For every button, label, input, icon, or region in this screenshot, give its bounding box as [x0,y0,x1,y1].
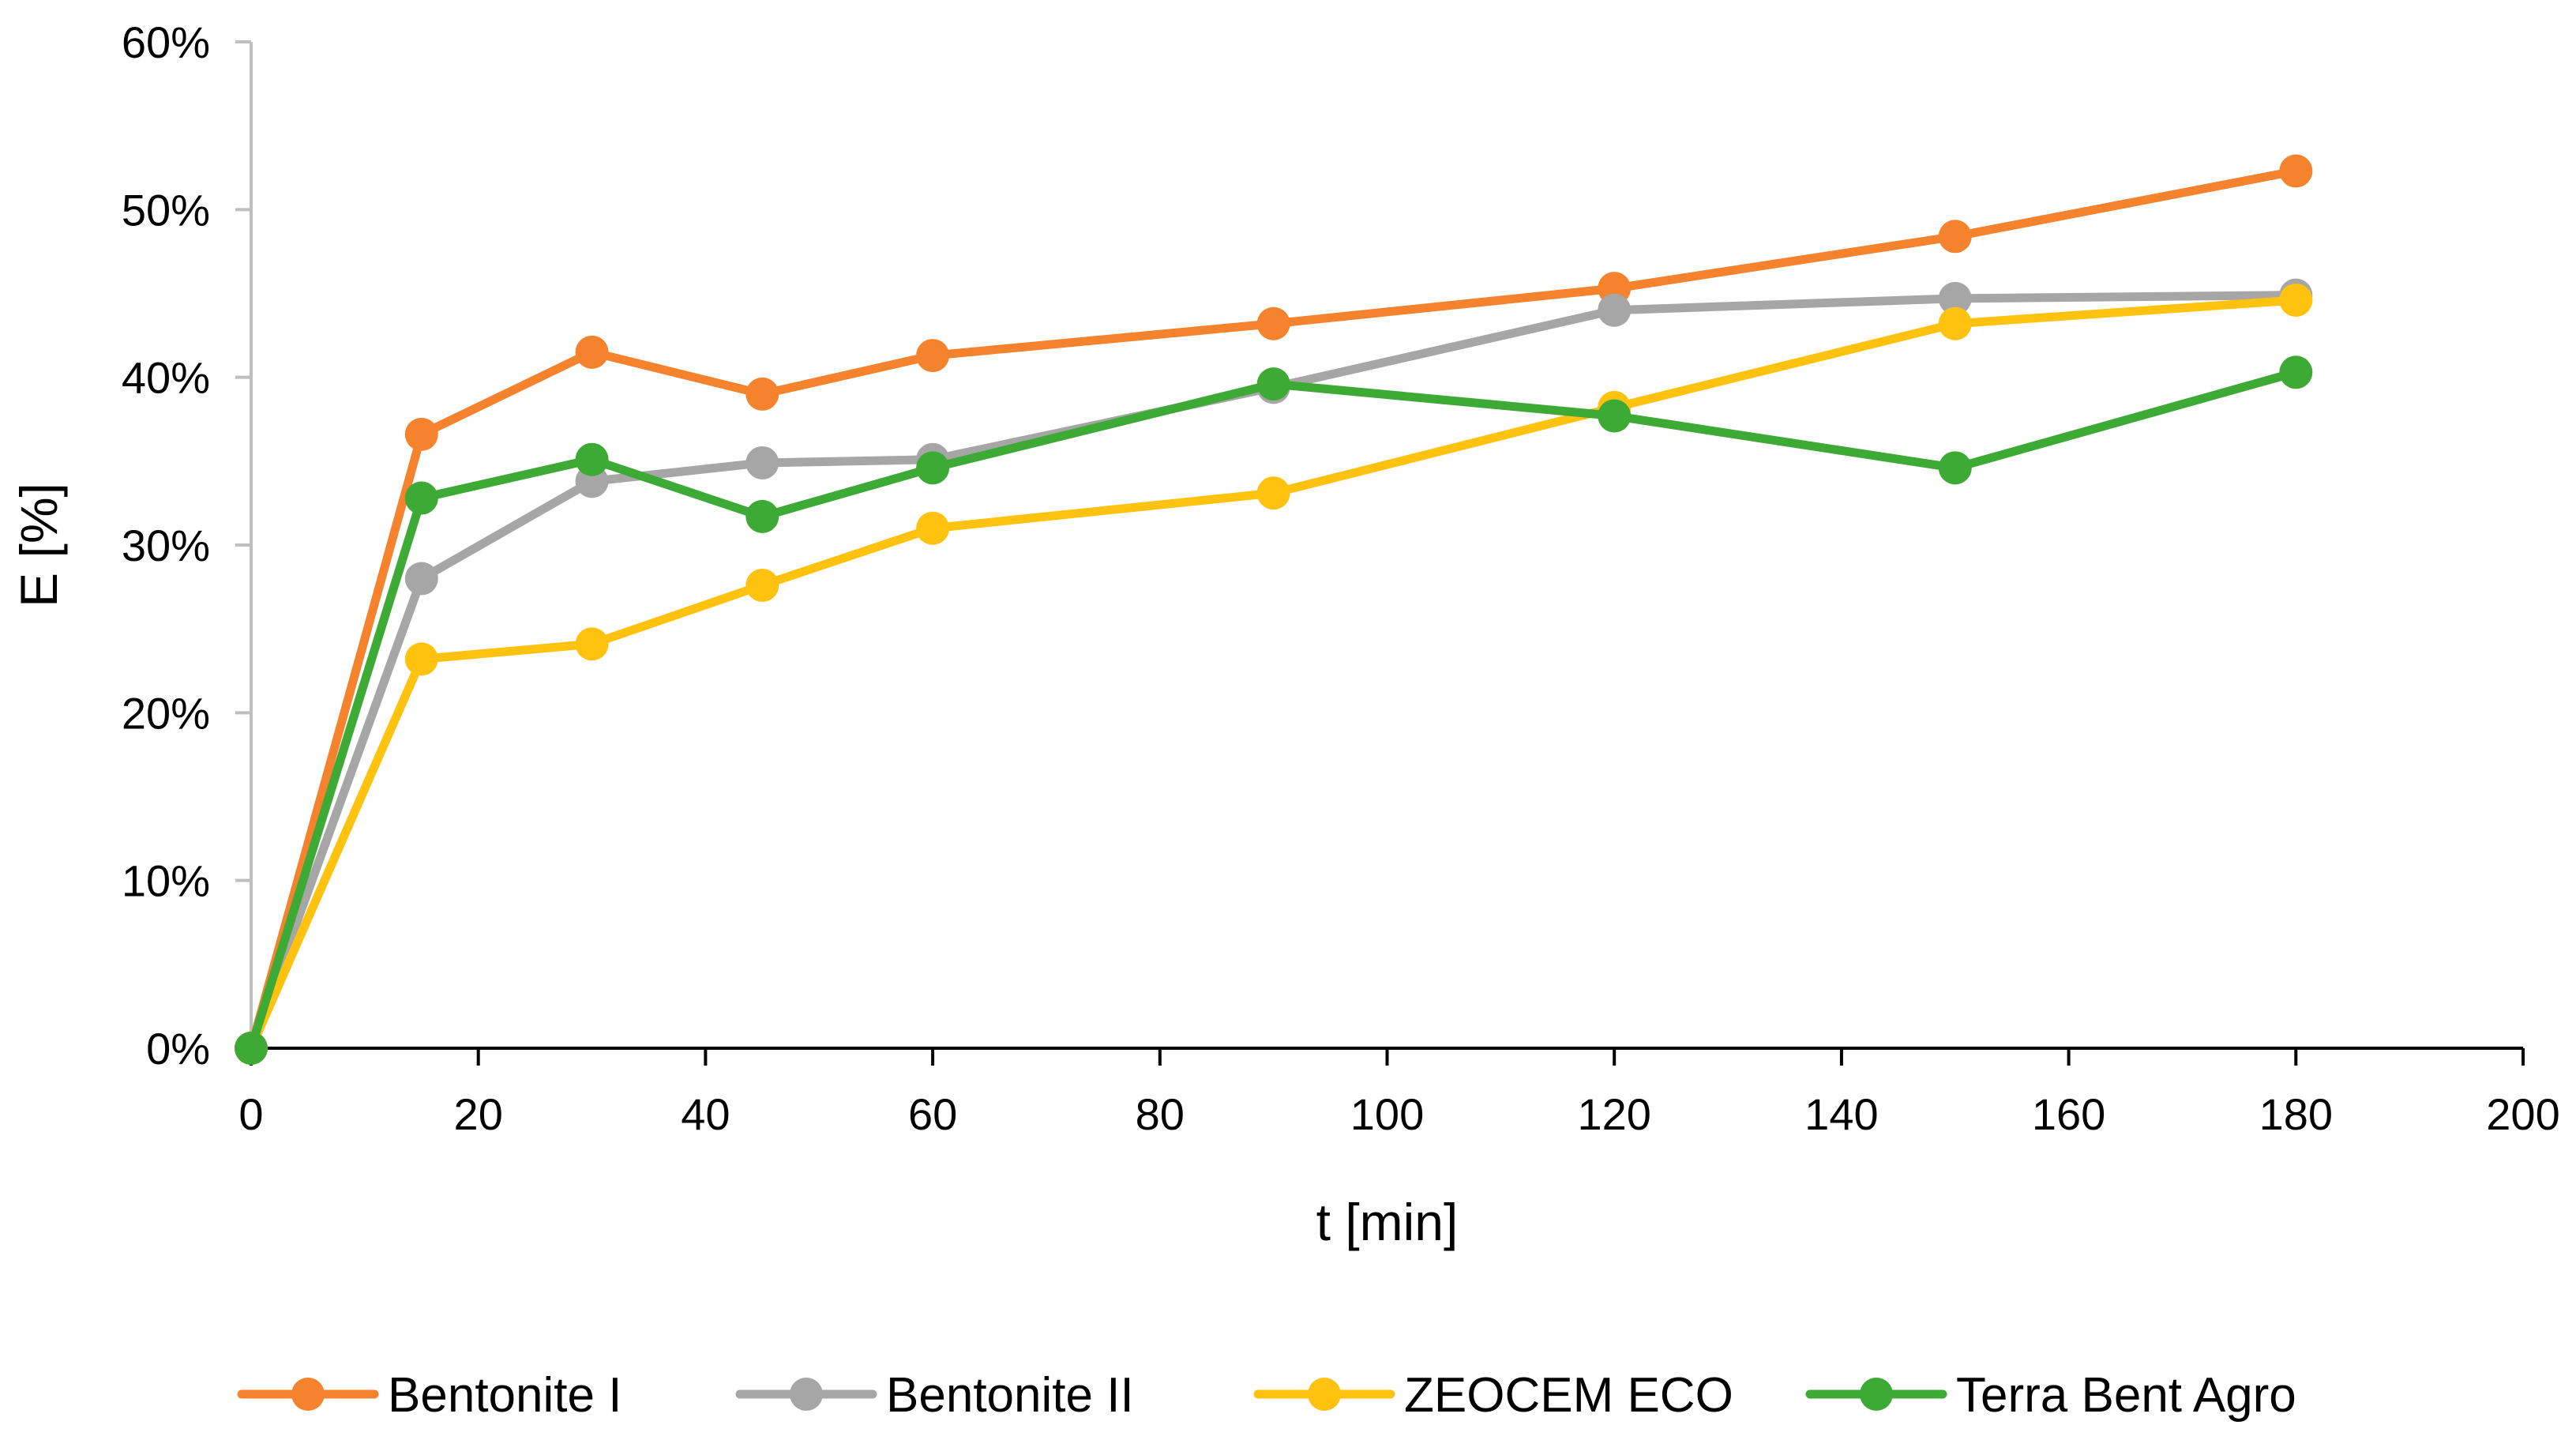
data-point [745,499,779,533]
legend-item: ZEOCEM ECO [1253,1368,1733,1423]
data-point [1938,281,1972,315]
data-point [404,562,438,596]
x-tick-label: 0 [238,1089,263,1139]
x-tick-label: 120 [1577,1089,1650,1139]
data-point [2279,154,2313,188]
data-point [1938,220,1972,254]
legend-swatch-marker [1860,1378,1893,1411]
x-tick-label: 40 [681,1089,730,1139]
series-line [246,295,2300,1053]
series-line [246,367,2300,1053]
y-tick-label: 50% [122,185,210,235]
y-tick-label: 30% [122,521,210,570]
data-point [575,335,609,369]
data-point [2279,355,2313,389]
legend-item: Bentonite I [237,1368,621,1423]
legend-label: ZEOCEM ECO [1404,1368,1733,1423]
data-point [404,642,438,676]
x-tick-label: 60 [908,1089,957,1139]
data-point [916,339,950,373]
y-tick-label: 20% [122,688,210,738]
x-tick-label: 160 [2032,1089,2105,1139]
y-tick-label: 0% [146,1024,210,1073]
data-point [2279,283,2313,317]
x-tick-label: 180 [2259,1089,2333,1139]
x-tick-label: 80 [1136,1089,1185,1139]
data-point [1598,399,1632,433]
legend-label: Terra Bent Agro [1956,1368,2296,1423]
data-point [575,442,609,476]
data-point [745,377,779,411]
x-tick-label: 140 [1804,1089,1878,1139]
legend-swatch-marker [291,1378,325,1411]
data-point [745,568,779,602]
data-point [404,481,438,515]
data-point [575,627,609,661]
series-layer [235,154,2313,1065]
y-tick-label: 60% [122,17,210,67]
legend-label: Bentonite II [886,1368,1134,1423]
data-point [1256,476,1290,510]
data-point [1938,306,1972,340]
data-point [1256,367,1290,401]
legend-item: Bentonite II [735,1368,1134,1423]
data-point [1598,293,1632,327]
x-axis-title: t [min] [1316,1193,1459,1251]
legend-swatch-marker [790,1378,823,1411]
data-point [1938,451,1972,485]
y-tick-label: 10% [122,856,210,906]
series-line [246,291,2300,1053]
series-line [246,166,2300,1053]
data-point [404,417,438,451]
data-point [916,451,950,485]
y-axis-title: E [%] [9,483,68,607]
tick-labels: 0% 10% 20% 30% 40% 50% 60% 0 20 40 60 80 100 120 140 16… [122,17,2560,1139]
series-bentonite-i [235,154,2313,1065]
x-tick-label: 20 [454,1089,503,1139]
legend-item: Terra Bent Agro [1805,1368,2296,1423]
axes [235,40,2525,1066]
legend-label: Bentonite I [388,1368,621,1423]
data-point [1256,306,1290,340]
y-tick-label: 40% [122,353,210,403]
x-tick-label: 100 [1350,1089,1424,1139]
series-terra-bent-agro [235,355,2313,1065]
data-point [235,1032,268,1065]
x-tick-label: 200 [2486,1089,2559,1139]
data-point [745,446,779,479]
legend-swatch-marker [1308,1378,1341,1411]
legend: Bentonite I Bentonite II ZEOCEM ECO Terra B… [237,1368,2296,1423]
data-point [916,511,950,545]
